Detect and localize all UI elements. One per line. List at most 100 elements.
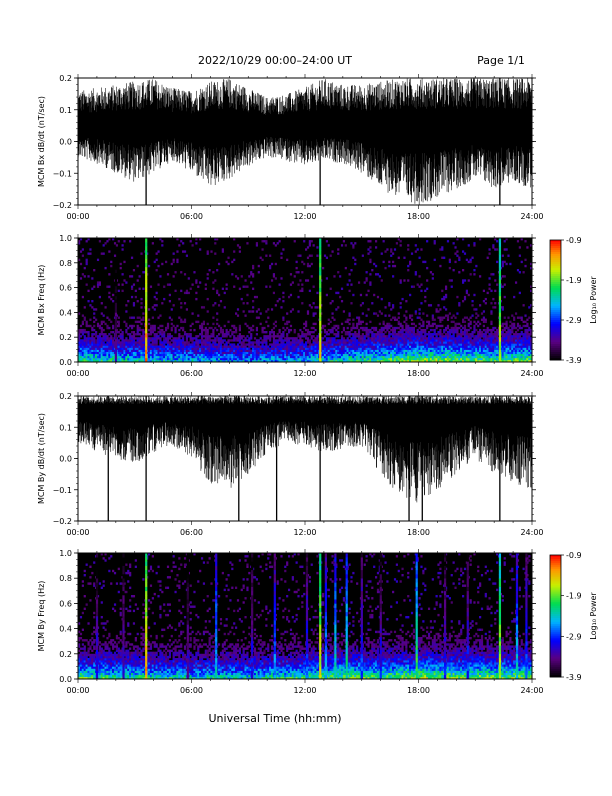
heatmap-cell bbox=[129, 335, 131, 337]
heatmap-cell bbox=[475, 335, 477, 337]
heatmap-cell bbox=[207, 331, 209, 333]
heatmap-cell bbox=[413, 354, 415, 356]
heatmap-cell bbox=[195, 335, 197, 337]
heatmap-cell bbox=[384, 341, 386, 343]
heatmap-cell bbox=[434, 352, 436, 354]
burst-line bbox=[115, 296, 117, 300]
heatmap-cell bbox=[462, 327, 464, 329]
heatmap-cell bbox=[485, 341, 487, 343]
heatmap-cell bbox=[104, 356, 106, 358]
heatmap-cell bbox=[494, 352, 496, 354]
heatmap-cell bbox=[137, 300, 139, 302]
heatmap-cell bbox=[403, 314, 405, 316]
heatmap-cell bbox=[123, 352, 125, 354]
y-tick-label: 0.4 bbox=[59, 308, 72, 317]
burst-line bbox=[319, 321, 321, 325]
heatmap-cell bbox=[277, 300, 279, 302]
heatmap-cell bbox=[367, 350, 369, 352]
heatmap-cell bbox=[392, 339, 394, 341]
heatmap-cell bbox=[324, 348, 326, 350]
heatmap-cell bbox=[199, 358, 201, 360]
heatmap-cell bbox=[466, 259, 468, 261]
heatmap-cell bbox=[428, 341, 430, 343]
heatmap-cell bbox=[210, 352, 212, 354]
heatmap-cell bbox=[93, 343, 95, 345]
heatmap-cell bbox=[220, 343, 222, 345]
heatmap-cell bbox=[477, 325, 479, 327]
heatmap-cell bbox=[403, 356, 405, 358]
heatmap-cell bbox=[140, 358, 142, 360]
heatmap-cell bbox=[403, 348, 405, 350]
heatmap-cell bbox=[445, 333, 447, 335]
heatmap-cell bbox=[131, 327, 133, 329]
heatmap-cell bbox=[437, 356, 439, 358]
burst-line bbox=[499, 267, 501, 271]
heatmap-cell bbox=[390, 329, 392, 331]
heatmap-cell bbox=[477, 337, 479, 339]
heatmap-cell bbox=[504, 329, 506, 331]
heatmap-cell bbox=[231, 354, 233, 356]
heatmap-cell bbox=[401, 325, 403, 327]
heatmap-cell bbox=[436, 348, 438, 350]
heatmap-cell bbox=[292, 341, 294, 343]
heatmap-cell bbox=[233, 352, 235, 354]
heatmap-cell bbox=[137, 348, 139, 350]
heatmap-cell bbox=[244, 337, 246, 339]
heatmap-cell bbox=[212, 281, 214, 283]
heatmap-cell bbox=[112, 327, 114, 329]
heatmap-cell bbox=[275, 345, 277, 347]
heatmap-cell bbox=[163, 350, 165, 352]
heatmap-cell bbox=[409, 356, 411, 358]
heatmap-cell bbox=[504, 341, 506, 343]
heatmap-cell bbox=[447, 325, 449, 327]
burst-line bbox=[115, 279, 117, 283]
burst-line bbox=[319, 279, 321, 283]
heatmap-cell bbox=[398, 354, 400, 356]
heatmap-cell bbox=[180, 350, 182, 352]
heatmap-cell bbox=[84, 348, 86, 350]
heatmap-cell bbox=[437, 348, 439, 350]
heatmap-cell bbox=[502, 337, 504, 339]
heatmap-cell bbox=[383, 240, 385, 242]
heatmap-cell bbox=[277, 350, 279, 352]
heatmap-cell bbox=[142, 329, 144, 331]
heatmap-cell bbox=[227, 341, 229, 343]
heatmap-cell bbox=[422, 261, 424, 263]
heatmap-cell bbox=[362, 345, 364, 347]
heatmap-cell bbox=[502, 329, 504, 331]
heatmap-cell bbox=[203, 352, 205, 354]
heatmap-cell bbox=[326, 358, 328, 360]
heatmap-cell bbox=[471, 300, 473, 302]
heatmap-cell bbox=[471, 348, 473, 350]
heatmap-cell bbox=[485, 331, 487, 333]
heatmap-cell bbox=[430, 333, 432, 335]
heatmap-cell bbox=[277, 356, 279, 358]
heatmap-cell bbox=[366, 294, 368, 296]
heatmap-cell bbox=[367, 240, 369, 242]
heatmap-cell bbox=[426, 279, 428, 281]
heatmap-cell bbox=[307, 257, 309, 259]
heatmap-cell bbox=[180, 319, 182, 321]
heatmap-cell bbox=[454, 354, 456, 356]
heatmap-cell bbox=[470, 354, 472, 356]
heatmap-cell bbox=[99, 352, 101, 354]
heatmap-cell bbox=[127, 300, 129, 302]
heatmap-cell bbox=[216, 350, 218, 352]
heatmap-cell bbox=[99, 240, 101, 242]
heatmap-cell bbox=[515, 281, 517, 283]
heatmap-cell bbox=[513, 296, 515, 298]
heatmap-cell bbox=[511, 348, 513, 350]
heatmap-cell bbox=[292, 308, 294, 310]
heatmap-cell bbox=[275, 354, 277, 356]
heatmap-cell bbox=[163, 337, 165, 339]
heatmap-cell bbox=[108, 358, 110, 360]
heatmap-cell bbox=[167, 273, 169, 275]
heatmap-cell bbox=[252, 310, 254, 312]
heatmap-cell bbox=[462, 350, 464, 352]
heatmap-cell bbox=[441, 325, 443, 327]
heatmap-cell bbox=[362, 352, 364, 354]
heatmap-cell bbox=[419, 335, 421, 337]
heatmap-cell bbox=[256, 329, 258, 331]
heatmap-cell bbox=[86, 354, 88, 356]
heatmap-cell bbox=[84, 335, 86, 337]
